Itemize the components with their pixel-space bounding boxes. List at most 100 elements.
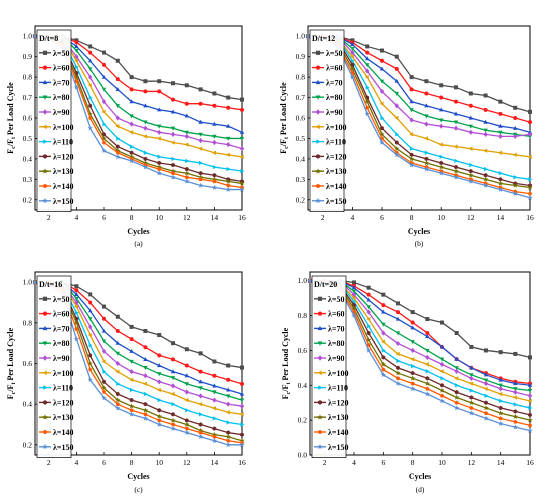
data-point bbox=[88, 95, 93, 100]
series-line bbox=[308, 35, 531, 189]
data-point bbox=[454, 400, 459, 405]
data-point bbox=[101, 140, 107, 145]
legend-label: λ=70 bbox=[53, 324, 70, 333]
data-point bbox=[130, 144, 134, 149]
legend-label: λ=60 bbox=[326, 64, 343, 73]
data-point bbox=[512, 152, 517, 157]
legend-marker bbox=[315, 95, 321, 100]
data-point bbox=[527, 191, 533, 196]
data-point bbox=[157, 89, 162, 94]
data-point bbox=[425, 386, 430, 391]
data-point bbox=[115, 115, 120, 121]
data-point bbox=[101, 99, 107, 105]
data-point bbox=[497, 186, 504, 192]
legend-label: λ=100 bbox=[53, 369, 74, 378]
data-point bbox=[425, 317, 430, 322]
data-point bbox=[365, 68, 370, 74]
legend-label: λ=70 bbox=[328, 324, 345, 333]
legend-label: λ=120 bbox=[326, 152, 347, 161]
data-point bbox=[396, 358, 401, 364]
data-point bbox=[498, 123, 503, 128]
data-point bbox=[439, 344, 445, 349]
data-point bbox=[483, 119, 488, 124]
data-point bbox=[115, 391, 120, 397]
data-point bbox=[74, 291, 79, 296]
data-point bbox=[171, 412, 175, 417]
data-point bbox=[366, 292, 371, 297]
data-point bbox=[454, 368, 459, 374]
data-point bbox=[469, 388, 474, 393]
x-tick-label: 8 bbox=[130, 458, 134, 467]
data-point bbox=[102, 121, 107, 127]
data-point bbox=[365, 85, 370, 90]
legend-box bbox=[311, 275, 347, 458]
data-point bbox=[527, 131, 533, 137]
data-point bbox=[409, 152, 414, 157]
y-tick-label: 0.4 bbox=[296, 154, 306, 163]
data-point bbox=[129, 397, 134, 403]
data-point bbox=[498, 383, 503, 388]
data-point bbox=[239, 180, 245, 186]
data-point bbox=[483, 128, 488, 133]
x-tick-label: 10 bbox=[155, 213, 163, 222]
data-point bbox=[483, 380, 489, 387]
data-point bbox=[498, 130, 503, 135]
data-point bbox=[468, 115, 473, 120]
legend-label: λ=90 bbox=[53, 354, 70, 363]
data-point bbox=[239, 442, 245, 448]
data-point bbox=[498, 386, 503, 392]
data-point bbox=[483, 386, 488, 391]
data-point bbox=[74, 58, 78, 63]
series-λ=60 bbox=[306, 34, 532, 125]
legend-label: λ=80 bbox=[53, 93, 70, 102]
data-point bbox=[74, 288, 79, 293]
data-point bbox=[410, 146, 414, 151]
data-point bbox=[409, 108, 414, 113]
series-line bbox=[308, 35, 531, 195]
legend-marker bbox=[317, 355, 323, 361]
x-tick-label: 12 bbox=[183, 213, 191, 222]
data-point bbox=[156, 170, 162, 176]
x-axis-label: Cycles bbox=[409, 472, 431, 481]
data-point bbox=[157, 107, 162, 112]
legend-marker bbox=[315, 168, 321, 174]
data-point bbox=[157, 166, 162, 171]
data-point bbox=[484, 166, 488, 172]
data-point bbox=[115, 401, 120, 406]
data-point bbox=[184, 130, 189, 135]
data-point bbox=[240, 97, 244, 102]
data-point bbox=[439, 83, 444, 88]
data-point bbox=[483, 405, 489, 411]
data-point bbox=[212, 390, 217, 395]
data-point bbox=[74, 79, 79, 83]
data-point bbox=[364, 74, 369, 80]
panel-caption: (c) bbox=[134, 485, 143, 494]
data-point bbox=[366, 297, 371, 302]
data-point bbox=[170, 140, 175, 145]
data-point bbox=[350, 58, 355, 63]
legend-marker bbox=[42, 414, 48, 420]
data-point bbox=[424, 136, 428, 141]
x-axis-label: Cycles bbox=[127, 472, 149, 481]
data-point bbox=[157, 79, 162, 84]
data-point bbox=[157, 379, 162, 385]
data-point bbox=[380, 361, 386, 367]
data-point bbox=[381, 367, 386, 372]
data-point bbox=[129, 150, 134, 155]
data-point bbox=[115, 58, 120, 63]
data-point bbox=[527, 382, 533, 387]
data-point bbox=[184, 389, 189, 395]
data-point bbox=[88, 58, 93, 63]
data-point bbox=[394, 54, 399, 59]
data-point bbox=[116, 136, 121, 141]
y-tick-label: 0.8 bbox=[23, 73, 33, 82]
data-point bbox=[74, 40, 79, 45]
legend-label: λ=50 bbox=[53, 49, 70, 58]
data-point bbox=[198, 137, 203, 144]
data-point bbox=[366, 337, 372, 343]
data-point bbox=[497, 180, 504, 186]
data-point bbox=[527, 154, 532, 160]
data-point bbox=[381, 330, 386, 336]
data-point bbox=[74, 284, 79, 289]
data-point bbox=[102, 304, 106, 309]
